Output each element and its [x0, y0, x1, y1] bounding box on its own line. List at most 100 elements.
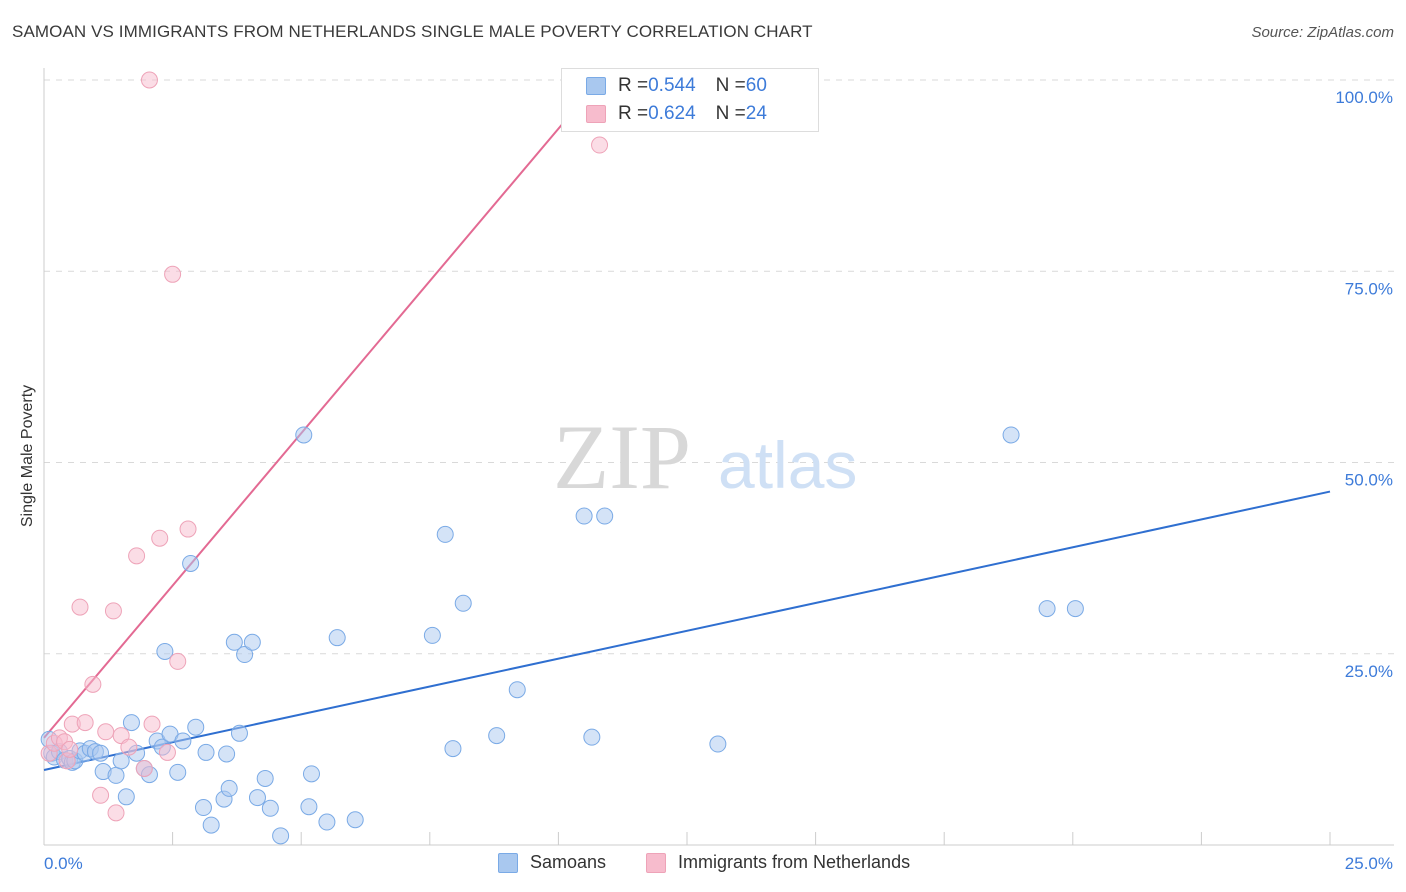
- legend-swatch-samoans: [586, 77, 606, 95]
- netherlands-point: [104, 602, 122, 620]
- netherlands-point: [151, 529, 169, 547]
- netherlands-point: [128, 547, 146, 565]
- samoan-trend-line: [43, 490, 1331, 772]
- y-axis-label: Single Male Poverty: [19, 384, 36, 528]
- samoan-point: [225, 633, 243, 651]
- samoan-point: [256, 769, 274, 787]
- samoan-point: [107, 766, 125, 784]
- chart-title: SAMOAN VS IMMIGRANTS FROM NETHERLANDS SI…: [12, 22, 813, 41]
- legend-item-netherlands[interactable]: Immigrants from Netherlands: [646, 852, 910, 873]
- samoan-point: [488, 727, 506, 745]
- legend-r-value: 0.624: [648, 103, 696, 124]
- samoan-point: [1066, 600, 1084, 618]
- x-tick-labels: 0.0% 25.0%: [44, 854, 1393, 873]
- netherlands-point: [143, 715, 161, 733]
- samoan-point: [295, 426, 313, 444]
- legend-row-netherlands: R = 0.624 N = 24: [586, 102, 767, 126]
- netherlands-point: [591, 136, 609, 154]
- samoan-point: [112, 752, 130, 770]
- legend-r-value: 0.544: [648, 75, 696, 96]
- legend-item-samoans[interactable]: Samoans: [498, 852, 606, 873]
- samoan-point: [328, 629, 346, 647]
- gridlines: [44, 79, 1394, 655]
- samoan-point: [346, 811, 364, 829]
- legend-r-label: R =: [618, 75, 649, 96]
- netherlands-point: [169, 652, 187, 670]
- samoan-point: [202, 816, 220, 834]
- samoan-point: [187, 718, 205, 736]
- y-tick-label: 100.0%: [1335, 88, 1393, 107]
- x-axis-ticks: [43, 832, 1331, 845]
- legend-swatch-netherlands: [586, 105, 606, 123]
- samoan-point: [243, 633, 261, 651]
- samoan-point: [218, 745, 236, 763]
- samoan-point: [444, 740, 462, 758]
- watermark-atlas: atlas: [718, 428, 857, 502]
- netherlands-point: [61, 740, 79, 758]
- netherlands-point: [179, 520, 197, 538]
- legend-swatch-netherlands: [646, 852, 666, 873]
- samoan-point: [117, 788, 135, 806]
- netherlands-point: [97, 723, 115, 741]
- legend-r-label: R =: [618, 103, 649, 124]
- series-legend: Samoans Immigrants from Netherlands: [0, 852, 1406, 878]
- samoan-point: [709, 735, 727, 753]
- y-tick-label: 25.0%: [1345, 662, 1393, 681]
- samoan-point: [220, 779, 238, 797]
- netherlands-point: [140, 71, 158, 89]
- watermark-zip: ZIP: [553, 406, 691, 508]
- samoan-point: [318, 813, 336, 831]
- netherlands-point: [120, 738, 138, 756]
- samoan-point: [169, 763, 187, 781]
- netherlands-point: [135, 760, 153, 777]
- samoan-point: [583, 728, 601, 746]
- samoan-point: [261, 799, 279, 817]
- samoan-point: [197, 743, 215, 761]
- legend-label-netherlands: Immigrants from Netherlands: [678, 852, 911, 872]
- trend-lines: [43, 79, 1331, 772]
- x-tick-label: 25.0%: [1345, 854, 1393, 873]
- netherlands-trend-line: [43, 79, 601, 739]
- y-tick-labels: 100.0% 75.0% 50.0% 25.0%: [1335, 88, 1393, 681]
- correlation-legend: R = 0.544 N = 60 R = 0.624 N = 24: [561, 68, 819, 132]
- legend-label-samoans: Samoans: [530, 852, 607, 872]
- netherlands-point: [71, 598, 89, 616]
- x-tick-label: 0.0%: [44, 854, 83, 873]
- samoan-point: [423, 626, 441, 644]
- samoan-point: [122, 714, 140, 732]
- samoan-point: [300, 798, 318, 816]
- netherlands-point: [107, 804, 125, 822]
- samoan-point: [575, 507, 593, 525]
- y-tick-label: 75.0%: [1345, 279, 1393, 298]
- legend-n-label: N =: [715, 103, 746, 124]
- samoan-point: [454, 594, 472, 612]
- y-tick-label: 50.0%: [1345, 471, 1393, 490]
- samoan-point: [156, 642, 174, 660]
- legend-swatch-samoans: [498, 852, 518, 873]
- samoan-point: [174, 732, 192, 750]
- netherlands-point: [76, 714, 94, 732]
- samoan-point: [272, 827, 290, 845]
- samoan-point: [1002, 426, 1020, 444]
- samoan-point: [194, 799, 212, 817]
- legend-n-label: N =: [715, 75, 746, 96]
- samoan-point: [302, 765, 320, 783]
- samoan-point: [248, 789, 266, 807]
- legend-row-samoans: R = 0.544 N = 60: [586, 74, 767, 98]
- legend-n-value: 60: [745, 75, 767, 96]
- samoan-point: [436, 525, 454, 543]
- legend-n-value: 24: [745, 103, 767, 124]
- samoan-point: [596, 507, 614, 525]
- netherlands-point: [84, 675, 102, 693]
- samoan-point: [182, 554, 200, 572]
- samoan-point: [1038, 600, 1056, 618]
- data-points: [40, 71, 1084, 845]
- samoan-point: [92, 744, 110, 762]
- netherlands-point: [92, 786, 110, 804]
- source-label: Source: ZipAtlas.com: [1251, 24, 1394, 41]
- netherlands-point: [158, 743, 176, 761]
- samoan-point: [236, 646, 254, 664]
- netherlands-point: [164, 265, 182, 283]
- samoan-point: [508, 681, 526, 699]
